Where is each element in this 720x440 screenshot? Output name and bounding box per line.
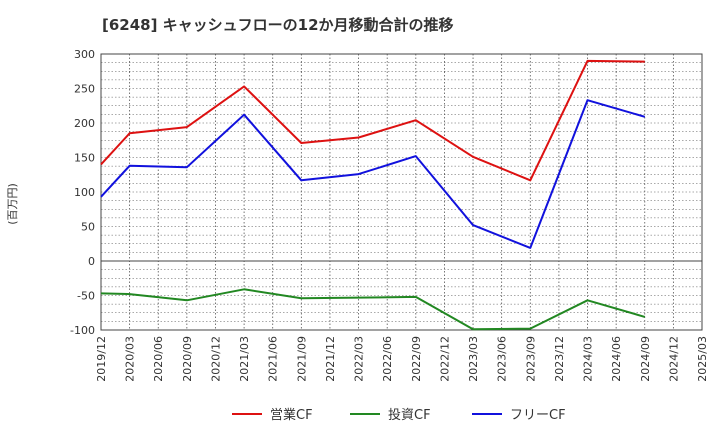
x-tick-label: 2020/06 (152, 336, 165, 382)
y-tick-label: 50 (81, 221, 95, 234)
x-tick-label: 2023/06 (496, 336, 509, 382)
plot-frame (100, 53, 703, 331)
y-tick-label: -50 (77, 290, 95, 303)
y-tick-label: 150 (74, 152, 95, 165)
x-tick-label: 2023/09 (524, 336, 537, 382)
x-tick-label: 2022/09 (410, 336, 423, 382)
x-tick-label: 2024/09 (639, 336, 652, 382)
x-tick-label: 2020/12 (209, 336, 222, 382)
x-tick-label: 2021/12 (324, 336, 337, 382)
y-tick-label: -100 (70, 324, 95, 337)
x-tick-label: 2021/09 (295, 336, 308, 382)
legend-label: 営業CF (270, 407, 313, 423)
x-tick-label: 2024/12 (667, 336, 680, 382)
y-tick-label: 200 (74, 117, 95, 130)
x-tick-label: 2023/03 (467, 336, 480, 382)
y-tick-label: 250 (74, 83, 95, 96)
y-tick-label: 100 (74, 186, 95, 199)
x-tick-label: 2025/03 (696, 336, 709, 382)
legend-label: フリーCF (510, 408, 566, 423)
y-axis-label: (百万円) (6, 183, 19, 225)
series-line (100, 288, 646, 331)
x-tick-label: 2024/06 (610, 336, 623, 382)
x-tick-label: 2021/06 (267, 336, 280, 382)
x-tick-label: 2024/03 (582, 336, 595, 382)
series-line (100, 59, 645, 182)
x-tick-label: 2020/09 (181, 336, 194, 382)
series-line (100, 99, 646, 249)
y-tick-label: 300 (74, 48, 95, 61)
chart-title: [6248] キャッシュフローの12か月移動合計の推移 (102, 16, 454, 34)
legend-label: 投資CF (388, 407, 431, 423)
y-tick-label: 0 (88, 255, 95, 268)
x-tick-label: 2019/12 (95, 336, 108, 382)
x-tick-label: 2022/12 (438, 336, 451, 382)
x-tick-label: 2022/06 (381, 336, 394, 382)
plot-background (101, 54, 702, 330)
x-tick-label: 2022/03 (353, 336, 366, 382)
legend: 営業CF 投資CF フリーCF (232, 407, 566, 423)
x-tick-label: 2021/03 (238, 336, 251, 382)
x-tick-label: 2023/12 (553, 336, 566, 382)
x-tick-label: 2020/03 (124, 336, 137, 382)
